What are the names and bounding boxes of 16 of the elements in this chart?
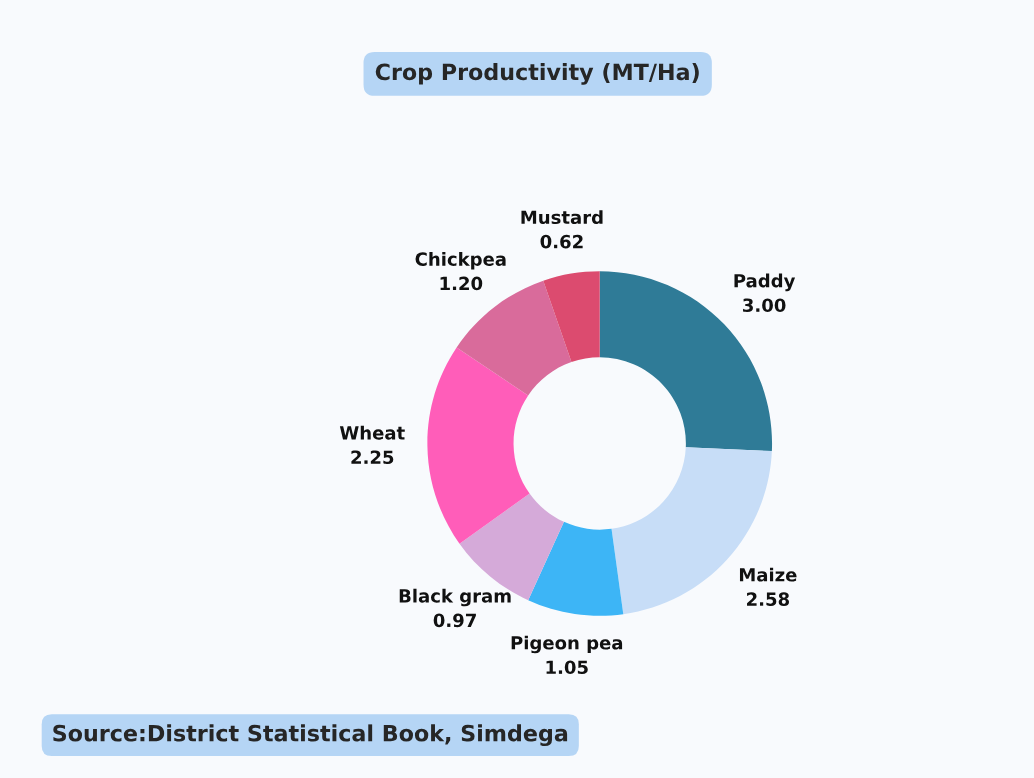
data-label: 3.00 (743, 298, 786, 313)
data-label: 0.62 (540, 234, 583, 249)
chart-title: Crop Productivity (MT/Ha) (375, 63, 699, 85)
slice-label: Maize (739, 567, 797, 582)
data-label: 1.05 (546, 660, 588, 675)
data-label: 1.20 (440, 276, 483, 291)
source-note: Source:District Statistical Book, Simdega (53, 724, 568, 747)
data-label: 2.25 (351, 450, 394, 465)
slice-label: Black gram (399, 588, 511, 607)
slice-label: Pigeon pea (511, 635, 623, 654)
slice-label: Wheat (339, 425, 405, 440)
data-label: 2.58 (747, 592, 790, 606)
slice-label: Mustard (521, 210, 603, 225)
slice-label: Chickpea (415, 251, 506, 270)
data-label: 0.97 (433, 613, 476, 628)
slice-label: Paddy (734, 273, 796, 292)
